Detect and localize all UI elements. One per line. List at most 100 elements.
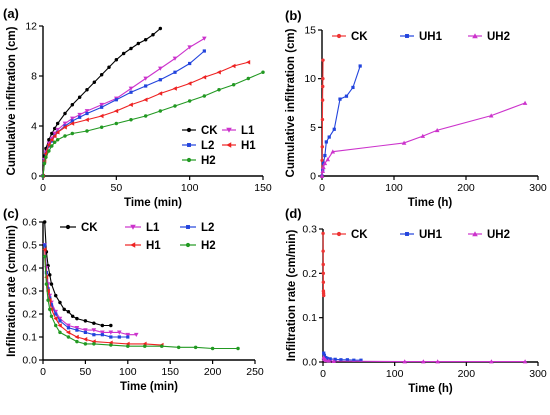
data-point [129, 46, 133, 51]
x-tick-label: 100 [386, 368, 404, 380]
data-point [338, 97, 342, 101]
data-point [46, 142, 51, 148]
data-point [117, 335, 121, 339]
data-point [133, 332, 139, 337]
x-tick-label: 0 [40, 366, 46, 378]
data-point [53, 316, 58, 321]
data-point [109, 323, 113, 328]
panel-c: (c) 0 50 100 150 200 250 0.0 0.1 0.2 0.3 0.4 0.5 0.6 T… [3, 206, 264, 393]
data-point [44, 282, 49, 286]
data-point [522, 359, 528, 364]
data-point [322, 161, 328, 166]
legend-marker [472, 33, 478, 39]
data-point [83, 337, 88, 342]
data-point [62, 124, 67, 130]
data-point [117, 330, 122, 335]
y-tick-label: 0.0 [22, 355, 37, 367]
data-point [83, 328, 88, 333]
data-point [420, 133, 426, 138]
x-axis-label: Time (h) [408, 383, 453, 395]
legend-marker [187, 143, 191, 147]
data-point [321, 293, 326, 298]
data-point [75, 316, 79, 321]
data-point [231, 83, 236, 87]
y-tick-label: 0.2 [22, 309, 37, 321]
data-point [321, 58, 325, 62]
data-point [144, 84, 148, 88]
legend-entry-H1: H1 [222, 140, 256, 152]
y-tick-label: 0.1 [22, 332, 37, 344]
data-point [172, 86, 177, 91]
data-point [43, 243, 47, 247]
data-point [109, 343, 113, 347]
data-point [42, 161, 47, 166]
legend-marker [226, 127, 232, 133]
x-tick-label: 200 [204, 366, 222, 378]
data-point [48, 273, 52, 277]
legend-entry-UH2: UH2 [468, 31, 510, 43]
data-point [320, 158, 324, 163]
data-point [70, 121, 75, 126]
data-point [176, 345, 181, 350]
x-tick-label: 100 [119, 366, 137, 378]
data-point [45, 288, 50, 294]
legend-label: UH2 [487, 229, 510, 241]
y-tick-label: 0.0 [302, 357, 317, 369]
data-point [188, 61, 192, 66]
data-point [42, 254, 47, 259]
data-point [99, 73, 104, 77]
panel-label: (b) [285, 8, 302, 23]
data-point [129, 118, 133, 122]
data-point [92, 321, 96, 325]
series-CK [42, 220, 113, 328]
data-point [320, 117, 325, 122]
data-point [49, 303, 54, 307]
series-H2 [41, 70, 265, 178]
y-tick-label: 0.3 [302, 224, 317, 236]
legend-entry-CK: CK [332, 229, 368, 241]
legend-marker [336, 33, 342, 39]
legend-label: UH1 [419, 229, 443, 241]
x-tick-label: 300 [529, 182, 547, 194]
data-point [70, 116, 75, 121]
legend-label: CK [201, 125, 218, 137]
data-point [319, 173, 325, 178]
x-tick-label: 0 [40, 182, 46, 194]
data-point [322, 351, 326, 355]
legend-label: CK [81, 222, 98, 234]
data-point [187, 99, 192, 103]
data-point [320, 84, 325, 89]
data-point [323, 153, 327, 158]
data-point [114, 98, 118, 102]
y-tick-label: 5 [310, 122, 316, 134]
panel-a: (a) 0 50 100 150 0 4 8 12 Time (min) Cumulative in… [3, 6, 272, 209]
legend-entry-H2: H2 [180, 240, 216, 252]
data-point [488, 113, 494, 118]
legend-marker [186, 157, 192, 163]
series-H1 [40, 59, 251, 179]
data-point [57, 323, 62, 328]
data-point [99, 113, 104, 119]
y-tick-label: 4 [31, 121, 37, 133]
data-point [50, 144, 54, 148]
data-point [74, 334, 79, 340]
data-point [125, 332, 131, 337]
data-point [327, 135, 331, 139]
data-point [53, 323, 58, 328]
legend-entry-UH2: UH2 [468, 229, 510, 241]
data-point [66, 309, 71, 314]
data-point [62, 307, 66, 312]
data-point [57, 316, 63, 321]
series-UH2 [319, 100, 528, 178]
data-point [435, 359, 440, 364]
legend-marker [186, 225, 190, 229]
legend-label: H2 [201, 240, 216, 252]
legend-label: H2 [201, 155, 216, 167]
legend-label: L2 [201, 140, 214, 152]
legend-entry-H2: H2 [182, 155, 216, 167]
data-point [99, 102, 104, 108]
data-point [352, 358, 356, 362]
y-tick-label: 0.2 [302, 268, 317, 280]
x-tick-label: 200 [458, 368, 476, 380]
